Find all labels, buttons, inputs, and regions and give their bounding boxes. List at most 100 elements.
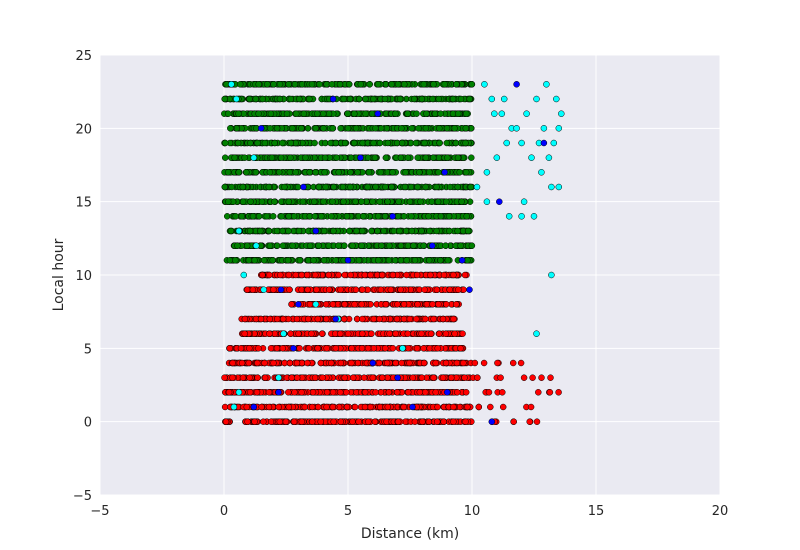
scatter-point (485, 389, 493, 396)
scatter-point (286, 169, 294, 176)
scatter-point (311, 139, 318, 147)
scatter-point (265, 183, 273, 191)
scatter-point (369, 374, 377, 381)
y-tick-label: 20 (75, 122, 92, 137)
scatter-point (368, 227, 375, 235)
scatter-point (322, 301, 330, 308)
scatter-point (499, 403, 507, 411)
scatter-point (454, 183, 461, 191)
scatter-point (340, 198, 347, 205)
scatter-point (322, 183, 329, 191)
scatter-point (358, 301, 365, 308)
scatter-point (370, 95, 377, 103)
scatter-point (257, 315, 265, 323)
scatter-point (372, 183, 379, 191)
scatter-point (388, 183, 395, 191)
scatter-point (341, 271, 348, 279)
scatter-point (460, 359, 467, 367)
scatter-point (378, 374, 386, 381)
scatter-point (518, 213, 525, 220)
scatter-point (483, 169, 491, 176)
scatter-point (370, 315, 378, 323)
scatter-point (433, 286, 441, 293)
scatter-point (434, 345, 441, 352)
scatter-point (349, 418, 356, 425)
y-tick-label: 10 (75, 269, 92, 284)
scatter-point (446, 183, 454, 191)
scatter-point (443, 389, 451, 396)
scatter-point (394, 418, 402, 425)
scatter-point (276, 81, 284, 88)
scatter-point (538, 374, 545, 381)
scatter-point (362, 110, 369, 117)
scatter-point (352, 286, 360, 293)
scatter-point (368, 330, 375, 337)
scatter-point (426, 169, 433, 176)
scatter-point (464, 403, 471, 411)
scatter-point (319, 374, 326, 381)
scatter-point (480, 359, 488, 367)
scatter-point (278, 213, 285, 220)
scatter-point (475, 403, 483, 411)
scatter-point (229, 374, 236, 381)
scatter-point (293, 110, 300, 117)
scatter-point (314, 403, 322, 411)
scatter-point (295, 227, 303, 235)
y-tick-labels: −5 0 5 10 15 20 25 (73, 49, 92, 504)
scatter-point (280, 330, 287, 337)
scatter-point (246, 389, 254, 396)
scatter-point (435, 169, 442, 176)
scatter-point (243, 169, 250, 176)
scatter-point (357, 81, 365, 88)
scatter-point (222, 139, 229, 147)
scatter-point (391, 257, 399, 264)
scatter-point (461, 271, 469, 279)
scatter-point (337, 125, 344, 132)
scatter-point (538, 169, 545, 176)
scatter-point (393, 389, 401, 396)
scatter-point (348, 359, 355, 367)
scatter-point (500, 95, 508, 103)
scatter-point (555, 183, 563, 191)
scatter-point (444, 154, 451, 161)
scatter-point (230, 403, 238, 411)
scatter-point (296, 345, 303, 352)
scatter-point (406, 359, 413, 367)
scatter-point (434, 403, 441, 411)
scatter-point (454, 227, 461, 235)
scatter-point (412, 139, 420, 147)
scatter-point (459, 330, 466, 337)
scatter-point (420, 345, 427, 352)
scatter-point (406, 198, 414, 205)
scatter-point (252, 242, 260, 249)
scatter-point (312, 301, 320, 308)
scatter-point (441, 81, 448, 88)
scatter-point (451, 330, 458, 337)
scatter-point (235, 169, 243, 176)
scatter-point (505, 213, 513, 220)
scatter-point (239, 183, 247, 191)
scatter-point (378, 271, 386, 279)
scatter-point (357, 154, 364, 161)
scatter-point (352, 125, 360, 132)
scatter-point (291, 81, 299, 88)
scatter-point (418, 227, 425, 235)
scatter-point (296, 95, 303, 103)
scatter-point (415, 125, 422, 132)
scatter-point (396, 227, 403, 235)
scatter-point (455, 286, 462, 293)
scatter-point (279, 315, 287, 323)
scatter-point (320, 257, 328, 264)
scatter-point (386, 242, 393, 249)
scatter-point (413, 345, 421, 352)
y-tick-label: 5 (84, 342, 92, 357)
scatter-point (306, 169, 313, 176)
scatter-point (266, 315, 274, 323)
scatter-point (546, 389, 554, 396)
scatter-point (313, 286, 320, 293)
scatter-point (371, 418, 379, 425)
scatter-point (457, 95, 465, 103)
scatter-point (285, 403, 293, 411)
scatter-point (367, 271, 374, 279)
scatter-point (462, 389, 470, 396)
